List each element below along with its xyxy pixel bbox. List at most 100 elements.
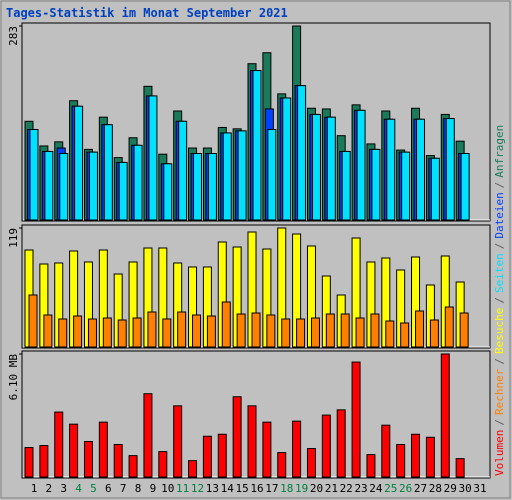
legend-entry: Anfragen <box>493 125 506 178</box>
bar <box>177 311 187 348</box>
bar <box>311 113 321 221</box>
bar <box>83 441 93 478</box>
x-tick-label: 20 <box>310 482 323 495</box>
legend-separator: / <box>493 358 506 365</box>
bar <box>247 405 257 478</box>
x-tick-label: 11 <box>176 482 189 495</box>
bar <box>206 315 216 348</box>
x-tick-label: 30 <box>459 482 472 495</box>
bar <box>455 458 465 478</box>
bar <box>148 95 158 221</box>
x-tick-label: 21 <box>325 482 338 495</box>
x-tick-label: 18 <box>280 482 293 495</box>
x-tick-label: 26 <box>399 482 412 495</box>
bar <box>147 311 157 348</box>
x-tick-label: 29 <box>444 482 457 495</box>
bar <box>193 153 203 221</box>
x-tick-label: 27 <box>414 482 427 495</box>
x-tick-label: 14 <box>221 482 235 495</box>
chart-title: Tages-Statistik im Monat September 2021 <box>6 6 288 20</box>
bar <box>416 118 426 221</box>
x-tick-label: 24 <box>369 482 383 495</box>
bar <box>232 396 242 478</box>
bar <box>98 421 108 478</box>
y-tick-label: 119 <box>7 228 20 248</box>
x-tick-label: 4 <box>75 482 82 495</box>
bar <box>158 451 168 478</box>
bar <box>370 313 380 348</box>
x-tick-label: 28 <box>429 482 442 495</box>
legend-separator: / <box>493 243 506 250</box>
bar <box>326 116 336 221</box>
bar <box>282 97 292 221</box>
bar <box>69 423 79 478</box>
bar <box>411 433 421 478</box>
x-tick-label: 8 <box>135 482 142 495</box>
bar <box>396 444 406 478</box>
y-tick-label: 283 <box>7 26 20 46</box>
bar <box>425 436 435 478</box>
bar <box>356 109 366 221</box>
x-tick-label: 13 <box>206 482 219 495</box>
bar <box>386 118 396 221</box>
bar <box>162 318 172 348</box>
x-tick-label: 10 <box>161 482 174 495</box>
bar <box>192 314 202 348</box>
bar <box>321 414 331 478</box>
bar <box>217 433 227 478</box>
bar <box>440 353 450 478</box>
bar <box>336 409 346 478</box>
x-tick-label: 9 <box>150 482 157 495</box>
bar <box>401 151 411 221</box>
bar <box>117 319 127 348</box>
bar <box>296 318 306 348</box>
bar <box>87 318 97 348</box>
x-tick-label: 6 <box>105 482 112 495</box>
legend-entry: Volumen <box>493 430 506 476</box>
bar <box>297 85 307 221</box>
x-tick-label: 3 <box>60 482 67 495</box>
bar <box>262 421 272 478</box>
bar <box>163 163 173 221</box>
bar <box>236 313 246 348</box>
x-tick-label: 2 <box>46 482 53 495</box>
bar <box>281 318 291 348</box>
legend-entry: Rechner <box>493 368 506 415</box>
bar <box>132 317 142 348</box>
bar <box>277 452 287 478</box>
legend-entry: Dateien <box>493 192 506 238</box>
bar <box>355 317 365 348</box>
legend-separator: / <box>493 297 506 304</box>
bar <box>44 150 54 221</box>
x-tick-label: 12 <box>191 482 204 495</box>
bar <box>415 310 425 348</box>
bar <box>429 319 439 348</box>
bar <box>173 405 183 478</box>
bar <box>24 447 34 478</box>
x-tick-label: 16 <box>250 482 263 495</box>
bar <box>292 420 302 478</box>
bar <box>143 393 153 478</box>
bar <box>351 361 361 478</box>
legend-separator: / <box>493 182 506 189</box>
bar <box>39 445 49 478</box>
bar <box>266 314 276 348</box>
legend-separator: / <box>493 419 506 426</box>
bar <box>43 314 53 348</box>
bar <box>58 318 68 348</box>
bar <box>267 129 277 221</box>
bar <box>381 424 391 478</box>
bar <box>366 454 376 478</box>
bar <box>73 315 83 348</box>
bar <box>102 317 112 348</box>
bar <box>221 301 231 348</box>
bar <box>400 322 410 348</box>
bar <box>88 151 98 221</box>
x-tick-label: 1 <box>31 482 38 495</box>
bar <box>237 130 247 221</box>
bar <box>252 70 262 221</box>
bar <box>128 455 138 478</box>
legend-entry: Besuche <box>493 308 506 354</box>
x-tick-label: 7 <box>120 482 127 495</box>
